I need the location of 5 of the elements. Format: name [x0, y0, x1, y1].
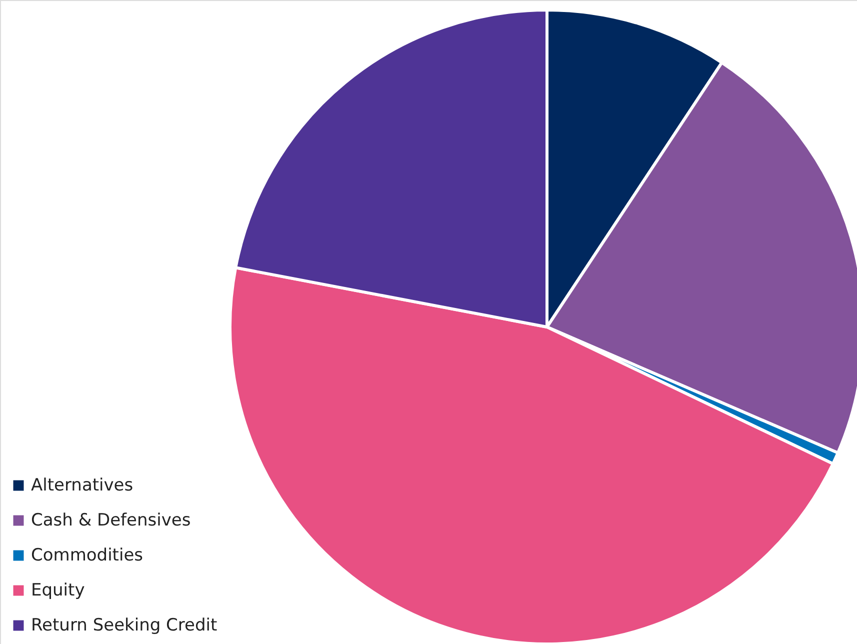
legend-label: Commodities	[31, 546, 144, 566]
legend-label: Equity	[31, 580, 85, 600]
legend-label: Return Seeking Credit	[31, 616, 218, 636]
legend-label: Cash & Defensives	[31, 510, 191, 530]
legend-label: Alternatives	[31, 476, 134, 496]
